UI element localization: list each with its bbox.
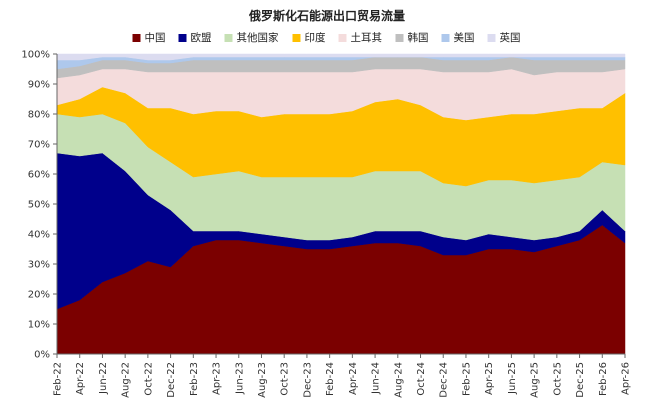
y-tick-label: 60% bbox=[28, 170, 50, 181]
x-tick-label: Apr-23 bbox=[212, 362, 223, 395]
y-tick-label: 70% bbox=[28, 140, 50, 151]
legend-swatch bbox=[441, 34, 450, 42]
x-tick-label: Apr-26 bbox=[621, 362, 632, 395]
x-tick-label: Oct-25 bbox=[552, 362, 563, 396]
y-tick-label: 100% bbox=[21, 50, 50, 61]
area-series-8 bbox=[56, 53, 626, 61]
y-tick-label: 30% bbox=[28, 260, 50, 271]
legend-swatch bbox=[292, 34, 301, 42]
y-tick-label: 20% bbox=[28, 290, 50, 301]
x-tick-label: Aug-23 bbox=[257, 362, 268, 398]
legend-swatch bbox=[224, 34, 233, 42]
x-tick-label: Jun-22 bbox=[98, 362, 109, 395]
x-tick-label: Jun-23 bbox=[234, 362, 245, 395]
legend-label: 土耳其 bbox=[351, 31, 383, 44]
x-tick-label: Aug-24 bbox=[393, 362, 404, 398]
x-tick-label: Apr-24 bbox=[348, 362, 359, 395]
x-tick-label: Jun-24 bbox=[371, 362, 382, 395]
legend-label: 韩国 bbox=[408, 31, 429, 44]
legend-swatch bbox=[395, 34, 404, 42]
y-tick-label: 0% bbox=[34, 350, 50, 361]
chart-title: 俄罗斯化石能源出口贸易流量 bbox=[248, 8, 405, 23]
x-tick-label: Jun-25 bbox=[507, 362, 518, 395]
legend-label: 印度 bbox=[305, 31, 326, 44]
y-tick-label: 10% bbox=[28, 320, 50, 331]
x-tick-label: Feb-24 bbox=[325, 362, 336, 396]
legend-label: 中国 bbox=[145, 31, 166, 44]
x-tick-label: Apr-22 bbox=[75, 362, 86, 395]
y-tick-label: 80% bbox=[28, 110, 50, 121]
x-tick-label: Feb-26 bbox=[598, 362, 609, 396]
x-tick-label: Oct-22 bbox=[143, 362, 154, 396]
x-tick-label: Aug-22 bbox=[121, 362, 132, 398]
axes: 0% 10% 20% 30% 40% 50% 60% 70% 80% 90% 100% Feb-22 A… bbox=[21, 50, 631, 398]
legend-label: 英国 bbox=[500, 31, 521, 44]
y-tick-label: 40% bbox=[28, 230, 50, 241]
x-tick-label: Dec-23 bbox=[302, 362, 313, 398]
legend-label: 欧盟 bbox=[191, 32, 212, 44]
x-tick-label: Feb-25 bbox=[461, 362, 472, 396]
plot-area bbox=[56, 53, 626, 355]
legend-swatch bbox=[338, 34, 347, 42]
x-tick-label: Oct-24 bbox=[416, 362, 427, 396]
x-tick-label: Feb-22 bbox=[53, 362, 64, 396]
x-tick-label: Aug-25 bbox=[530, 362, 541, 398]
legend-swatch bbox=[487, 34, 496, 42]
x-tick-label: Dec-25 bbox=[575, 362, 586, 398]
x-tick-label: Feb-23 bbox=[189, 362, 200, 396]
x-tick-label: Apr-25 bbox=[484, 362, 495, 395]
y-tick-label: 50% bbox=[28, 200, 50, 211]
legend: 中国 欧盟 其他国家 印度 土耳其 韩国 美国 英国 bbox=[132, 31, 521, 44]
x-tick-label: Dec-22 bbox=[166, 362, 177, 398]
legend-swatch bbox=[132, 34, 141, 42]
legend-label: 美国 bbox=[454, 31, 475, 44]
legend-label: 其他国家 bbox=[237, 31, 279, 44]
legend-swatch bbox=[178, 34, 187, 42]
x-tick-label: Oct-23 bbox=[280, 362, 291, 396]
y-tick-label: 90% bbox=[28, 80, 50, 91]
x-tick-label: Dec-24 bbox=[439, 362, 450, 398]
